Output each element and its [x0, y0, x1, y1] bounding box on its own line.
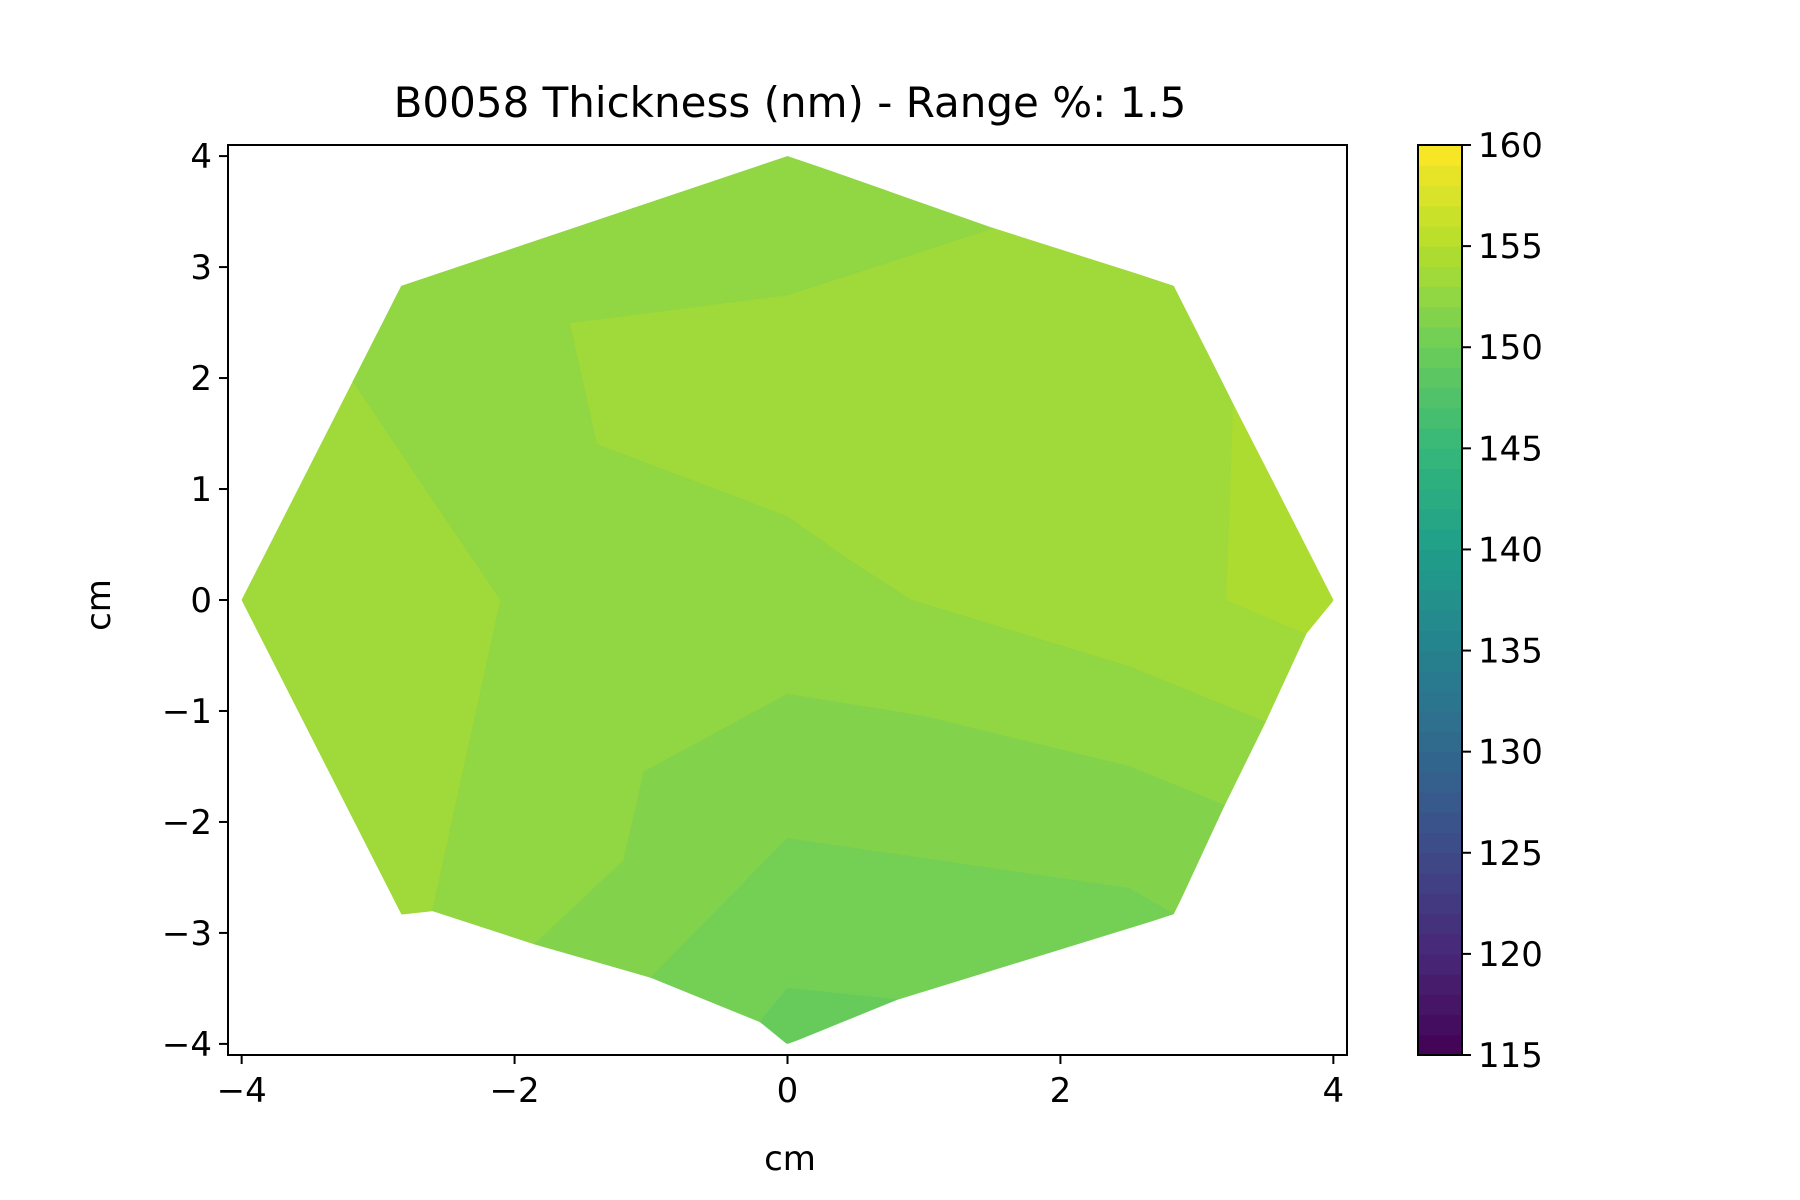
- colorbar-swatch: [1418, 994, 1462, 1016]
- colorbar-swatch: [1418, 913, 1462, 935]
- contour-region-7: [759, 987, 897, 1044]
- x-tick-label: −4: [217, 1071, 267, 1111]
- x-tick-label: 4: [1323, 1071, 1345, 1111]
- colorbar-swatch: [1418, 974, 1462, 995]
- colorbar-tick-label: 150: [1478, 328, 1543, 368]
- chart-title: B0058 Thickness (nm) - Range %: 1.5: [394, 78, 1187, 127]
- colorbar-swatch: [1418, 145, 1462, 166]
- colorbar-swatch: [1418, 266, 1462, 288]
- y-tick-label: 4: [190, 137, 212, 177]
- colorbar-swatch: [1418, 367, 1462, 389]
- colorbar-swatch: [1418, 165, 1462, 187]
- colorbar-tick-label: 120: [1478, 935, 1543, 975]
- colorbar-swatch: [1418, 630, 1462, 652]
- x-axis: −4 −2 0 2 4: [217, 1055, 1345, 1111]
- colorbar-swatch: [1418, 670, 1462, 692]
- y-tick-label: −4: [162, 1025, 212, 1065]
- y-tick-label: −2: [162, 803, 212, 843]
- colorbar-tick-label: 145: [1478, 429, 1543, 469]
- colorbar-swatch: [1418, 873, 1462, 894]
- colorbar-swatch: [1418, 852, 1462, 874]
- contour-region-2: [1226, 403, 1334, 634]
- colorbar-tick-label: 155: [1478, 227, 1543, 267]
- plot-area: [241, 156, 1334, 1044]
- x-axis-label: cm: [764, 1139, 816, 1179]
- x-tick-label: 2: [1050, 1071, 1072, 1111]
- colorbar-swatch: [1418, 751, 1462, 773]
- colorbar-swatch: [1418, 650, 1462, 672]
- colorbar-swatch: [1418, 205, 1462, 227]
- y-tick-label: 1: [190, 470, 212, 510]
- y-tick-label: 3: [190, 248, 212, 288]
- x-tick-label: −2: [490, 1071, 540, 1111]
- colorbar-frame: [1417, 144, 1463, 1056]
- colorbar-swatch: [1418, 893, 1462, 915]
- colorbar-tick-label: 135: [1478, 632, 1543, 672]
- colorbar-swatch: [1418, 468, 1462, 490]
- colorbar: 160 155 150 145 140 135 130 125 120 115: [1417, 126, 1543, 1076]
- colorbar-tick-label: 125: [1478, 834, 1543, 874]
- colorbar-swatch: [1418, 407, 1462, 429]
- colorbar-swatch: [1418, 509, 1462, 530]
- colorbar-swatch: [1418, 589, 1462, 611]
- colorbar-tick-label: 140: [1478, 530, 1543, 570]
- colorbar-swatch: [1418, 771, 1462, 793]
- y-tick-label: 2: [190, 359, 212, 399]
- colorbar-swatch: [1418, 286, 1462, 308]
- y-tick-label: 0: [190, 581, 212, 621]
- y-axis-label: cm: [79, 579, 119, 631]
- colorbar-swatch: [1418, 549, 1462, 571]
- y-tick-label: −3: [162, 914, 212, 954]
- colorbar-swatch: [1418, 812, 1462, 834]
- colorbar-swatch: [1418, 691, 1462, 712]
- colorbar-swatch: [1418, 306, 1462, 328]
- y-axis: 4 3 2 1 0 −1 −2 −3 −4: [162, 137, 228, 1065]
- wafer-map: [241, 156, 1334, 1044]
- colorbar-swatch: [1418, 711, 1462, 733]
- colorbar-swatch: [1418, 529, 1462, 551]
- colorbar-swatch: [1418, 933, 1462, 955]
- colorbar-swatch: [1418, 246, 1462, 267]
- colorbar-swatch: [1418, 428, 1462, 449]
- colorbar-swatch: [1418, 488, 1462, 510]
- colorbar-swatch: [1418, 792, 1462, 813]
- colorbar-swatch: [1418, 953, 1462, 975]
- colorbar-swatch: [1418, 569, 1462, 591]
- colorbar-swatch: [1418, 225, 1462, 247]
- colorbar-swatch: [1418, 1014, 1462, 1036]
- x-tick-label: 0: [777, 1071, 799, 1111]
- colorbar-swatch: [1418, 185, 1462, 207]
- colorbar-swatch: [1418, 347, 1462, 369]
- colorbar-swatch: [1418, 387, 1462, 409]
- colorbar-swatch: [1418, 1034, 1462, 1056]
- y-tick-label: −1: [162, 692, 212, 732]
- colorbar-swatch: [1418, 448, 1462, 470]
- colorbar-tick-label: 130: [1478, 733, 1543, 773]
- colorbar-swatch: [1418, 327, 1462, 348]
- colorbar-tick-label: 115: [1478, 1036, 1543, 1076]
- colorbar-swatch: [1418, 731, 1462, 753]
- colorbar-tick-label: 160: [1478, 126, 1543, 166]
- colorbar-swatch: [1418, 832, 1462, 854]
- colorbar-swatch: [1418, 610, 1462, 631]
